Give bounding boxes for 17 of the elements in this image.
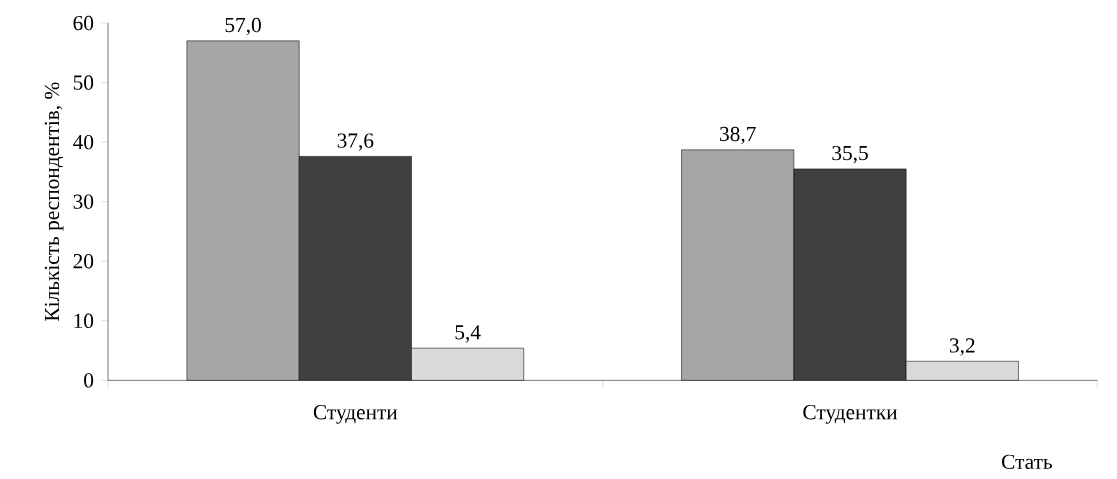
y-tick-label: 10	[74, 313, 94, 328]
y-tick-label: 50	[73, 75, 94, 90]
y-tick-label: 30	[73, 194, 94, 209]
x-axis-title: Стать	[1002, 454, 1052, 469]
data-label: 37,6	[337, 133, 374, 151]
data-label: 35,5	[832, 145, 868, 164]
data-label: 38,7	[720, 126, 756, 145]
data-label: 5,4	[455, 325, 481, 343]
y-tick-label: 40	[73, 134, 94, 150]
x-tick-label: Студентки	[803, 405, 898, 424]
y-tick-label: 0	[84, 373, 94, 388]
y-tick-label: 60	[73, 15, 94, 31]
y-tick-label: 20	[73, 254, 94, 269]
y-axis-title: Кількість респондентів, %	[44, 82, 64, 321]
data-label: 57,0	[225, 17, 261, 36]
data-label: 3,2	[949, 338, 975, 356]
x-tick-label: Студенти	[313, 405, 398, 424]
